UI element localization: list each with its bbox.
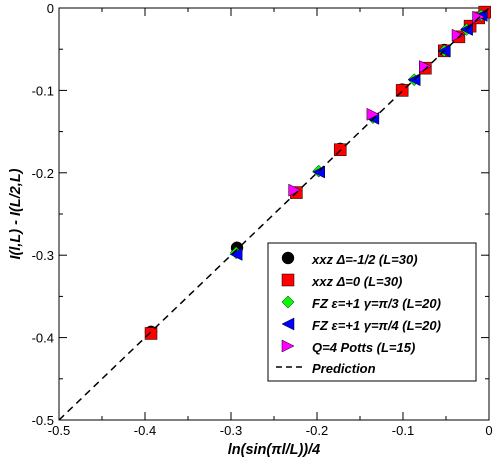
legend-symbol-triangle-right — [281, 339, 295, 353]
prediction-layer — [58, 7, 490, 421]
data-point-triangle-left — [229, 247, 243, 261]
y-tick-label: -0.4 — [32, 331, 54, 346]
legend-symbol-diamond — [281, 295, 295, 309]
prediction-line — [58, 7, 490, 421]
x-tick-label: 0 — [485, 423, 492, 438]
legend-label-potts: Q=4 Potts (L=15) — [312, 340, 415, 355]
data-point-square — [144, 327, 158, 340]
y-tick-label: -0.1 — [32, 83, 54, 98]
legend-symbol-triangle-left — [281, 317, 295, 331]
legend-box — [267, 242, 477, 382]
x-tick-label: -0.5 — [48, 423, 70, 438]
legend-symbol-square — [281, 273, 295, 287]
legend-symbol-circle — [281, 251, 295, 265]
y-axis-title: I(l,L) - I(L/2,L) — [8, 168, 24, 259]
legend-label-fz-pi-over-4: FZ ε=+1 γ=π/4 (L=20) — [312, 318, 441, 333]
axis-ticks: -0.5 -0.4 -0.3 -0.2 -0.1 0 -0.5 -0.4 -0.3 -0.2 -0.… — [32, 1, 493, 438]
x-tick-label: -0.3 — [220, 423, 242, 438]
data-point-triangle-right — [366, 107, 380, 121]
data-points — [144, 5, 491, 340]
legend-label-prediction: Prediction — [312, 361, 376, 376]
x-axis-title: ln(sin(πl/L))/4 — [228, 442, 320, 458]
legend-label-xxz-delta-minus-half: xxz Δ=-1/2 (L=30) — [311, 252, 418, 267]
legend-symbols — [276, 251, 306, 368]
y-tick-label: 0 — [47, 1, 54, 16]
y-tick-label: -0.3 — [32, 248, 54, 263]
x-tick-label: -0.1 — [392, 423, 414, 438]
y-tick-label: -0.5 — [32, 413, 54, 428]
legend: xxz Δ=-1/2 (L=30) xxz Δ=0 (L=30) FZ ε=+1… — [267, 242, 477, 382]
x-tick-label: -0.4 — [134, 423, 156, 438]
y-tick-label: -0.2 — [32, 166, 54, 181]
x-tick-label: -0.2 — [306, 423, 328, 438]
data-point-triangle-right — [288, 183, 302, 197]
legend-label-fz-pi-over-3: FZ ε=+1 γ=π/3 (L=20) — [312, 296, 441, 311]
legend-label-xxz-delta-zero: xxz Δ=0 (L=30) — [311, 274, 402, 289]
